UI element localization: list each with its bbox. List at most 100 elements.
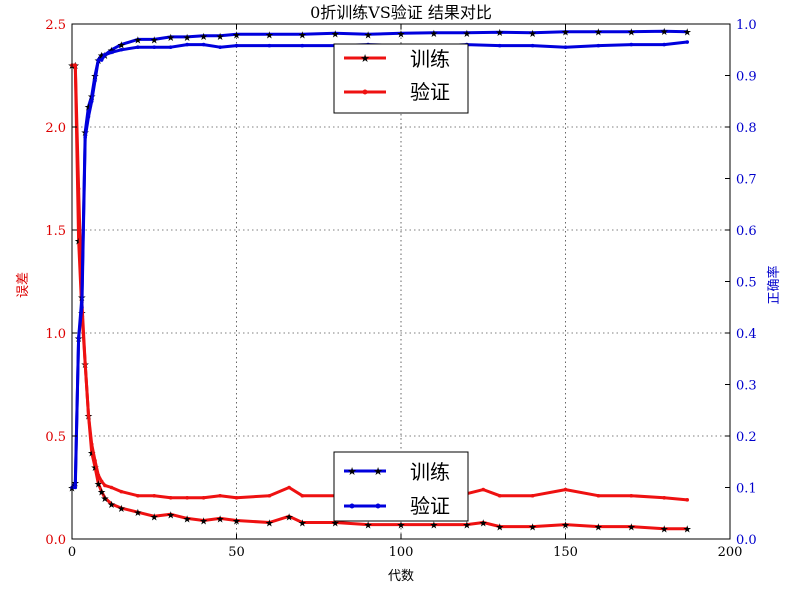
x-axis-label: 代数 xyxy=(388,569,414,584)
legend-bottom-label-2: 验证 xyxy=(410,494,450,518)
series-point-0-6: ★ xyxy=(87,448,96,459)
legend-top-label-1: 训练 xyxy=(410,47,450,71)
series-point-2-16: ★ xyxy=(183,33,192,44)
series-point-0-12: ★ xyxy=(117,504,126,515)
series-point-2-23: ★ xyxy=(364,30,373,41)
series-point-2-29: ★ xyxy=(561,28,570,39)
y-right-axis-label: 正确率 xyxy=(766,265,782,304)
y-right-tick-label-6: 0.6 xyxy=(736,224,757,239)
series-point-3-9 xyxy=(99,58,104,62)
series-point-1-22 xyxy=(300,493,305,498)
series-point-3-19 xyxy=(234,43,239,48)
series-point-2-24: ★ xyxy=(397,29,406,40)
series-point-1-28 xyxy=(481,487,486,492)
series-point-2-21: ★ xyxy=(298,30,307,41)
chart-title: 0折训练VS验证 结果对比 xyxy=(310,3,492,22)
series-point-3-3 xyxy=(80,305,84,310)
series-point-1-4 xyxy=(83,362,87,366)
series-point-3-21 xyxy=(300,43,305,48)
series-point-2-22: ★ xyxy=(331,29,340,40)
series-point-0-23: ★ xyxy=(331,519,340,530)
series-point-2-14: ★ xyxy=(150,35,159,46)
series-point-1-6 xyxy=(89,442,94,447)
series-point-1-35 xyxy=(685,498,690,502)
series-point-0-25: ★ xyxy=(397,521,406,532)
series-point-2-33: ★ xyxy=(683,28,692,39)
series-point-0-19: ★ xyxy=(232,516,241,527)
y-right-tick-label-9: 0.9 xyxy=(736,70,757,85)
series-point-3-32 xyxy=(662,42,666,47)
series-point-0-31: ★ xyxy=(561,521,570,532)
series-point-1-16 xyxy=(185,496,189,500)
series-point-1-2 xyxy=(76,187,81,191)
series-line-loss-1 xyxy=(72,63,688,502)
series-point-2-5: ★ xyxy=(84,102,93,113)
x-tick-label-0: 0 xyxy=(68,545,76,560)
series-point-0-30: ★ xyxy=(528,523,537,534)
series-point-3-17 xyxy=(201,42,206,47)
series-point-3-7 xyxy=(93,78,97,83)
series-point-0-14: ★ xyxy=(150,512,159,523)
series-point-1-18 xyxy=(218,493,222,498)
series-point-3-27 xyxy=(497,43,502,48)
series-point-0-27: ★ xyxy=(462,521,471,532)
series-point-3-28 xyxy=(530,43,535,48)
series-point-0-2: ★ xyxy=(74,236,83,247)
y-left-tick-label-1: 0.5 xyxy=(45,430,66,445)
series-point-3-8 xyxy=(96,58,101,62)
series-point-0-13: ★ xyxy=(133,508,142,519)
series-point-3-31 xyxy=(629,42,634,47)
legend-top: ★ 训练 验证 xyxy=(333,43,469,114)
x-tick-label-2: 100 xyxy=(389,545,414,560)
series-point-1-1 xyxy=(73,63,78,67)
y-right-tick-label-1: 0.1 xyxy=(736,482,757,497)
series-point-1-17 xyxy=(201,496,206,500)
series-point-1-8 xyxy=(96,473,101,477)
series-point-3-18 xyxy=(218,45,222,49)
series-point-0-22: ★ xyxy=(298,519,307,530)
series-point-0-18: ★ xyxy=(216,514,225,525)
series-point-3-13 xyxy=(136,45,140,49)
series-point-2-30: ★ xyxy=(594,28,603,39)
series-point-2-15: ★ xyxy=(166,33,175,44)
y-left-axis-label: 误差 xyxy=(16,272,31,298)
series-point-2-26: ★ xyxy=(462,29,471,40)
series-point-0-35: ★ xyxy=(683,525,692,536)
series-point-0-16: ★ xyxy=(183,514,192,525)
y-left-tick-label-2: 1.0 xyxy=(45,327,66,342)
series-point-1-12 xyxy=(119,489,124,494)
series-point-2-31: ★ xyxy=(627,28,636,39)
series-point-1-14 xyxy=(152,493,157,498)
series-point-3-33 xyxy=(685,40,690,44)
series-point-1-32 xyxy=(596,493,601,498)
y-right-tick-label-3: 0.3 xyxy=(736,379,757,394)
series-point-0-10: ★ xyxy=(100,494,109,505)
series-point-2-17: ★ xyxy=(199,32,208,43)
series-point-1-7 xyxy=(93,458,97,463)
y-left-tick-label-0: 0.0 xyxy=(45,533,66,548)
series-point-1-11 xyxy=(109,485,114,490)
y-left-tick-label-5: 2.5 xyxy=(45,18,66,33)
series-point-1-20 xyxy=(267,493,272,498)
series-point-3-11 xyxy=(109,50,114,55)
series-point-3-2 xyxy=(76,336,81,340)
series-point-3-16 xyxy=(185,42,189,47)
y-right-tick-label-5: 0.5 xyxy=(736,276,757,291)
series-point-3-14 xyxy=(152,45,157,49)
y-right-tick-label-2: 0.2 xyxy=(736,430,757,445)
series-point-1-10 xyxy=(103,483,107,488)
series-point-0-17: ★ xyxy=(199,516,208,527)
series-point-3-20 xyxy=(267,43,272,48)
ticks: 0 50 100 150 2000.00.51.01.52.02.50.00.10.20… xyxy=(45,18,756,560)
series-point-3-12 xyxy=(119,47,124,52)
series-point-1-15 xyxy=(168,496,173,500)
series-point-0-26: ★ xyxy=(429,521,438,532)
series-point-0-15: ★ xyxy=(166,510,175,521)
series-point-0-20: ★ xyxy=(265,519,274,530)
series-point-2-12: ★ xyxy=(117,41,126,52)
series-point-1-33 xyxy=(629,493,634,498)
series-point-0-9: ★ xyxy=(97,488,106,499)
series-point-1-34 xyxy=(662,496,666,500)
series-point-0-28: ★ xyxy=(479,519,488,530)
series-point-1-19 xyxy=(234,496,239,500)
